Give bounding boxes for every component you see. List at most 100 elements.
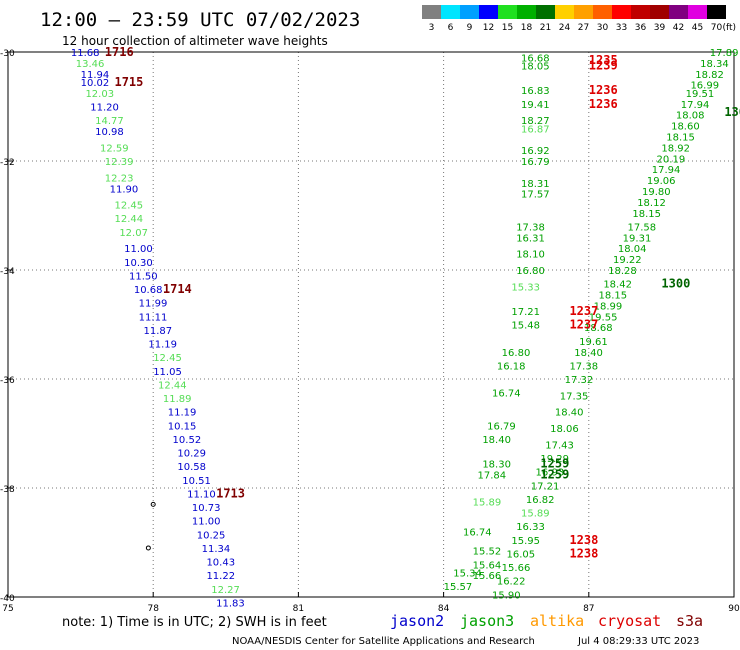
wave-height-label: 11.05 <box>153 367 182 378</box>
wave-height-label: 15.89 <box>473 498 502 509</box>
wave-height-label: 19.55 <box>589 312 618 323</box>
scale-label: 36 <box>635 23 647 33</box>
wave-height-label: 16.33 <box>516 522 545 533</box>
scale-swatch <box>498 5 517 19</box>
x-tick-label: 87 <box>583 604 594 614</box>
x-tick-label: 78 <box>147 604 159 614</box>
wave-height-label: 12.27 <box>211 585 240 596</box>
point-marker <box>145 545 151 551</box>
wave-height-label: 11.90 <box>110 184 139 195</box>
y-tick-label: -30 <box>0 49 15 59</box>
footnote: note: 1) Time is in UTC; 2) SWH is in fe… <box>62 615 327 630</box>
wave-height-label: 11.19 <box>168 408 197 419</box>
wave-height-label: 12.44 <box>158 380 187 391</box>
wave-height-label: 15.52 <box>473 547 502 558</box>
pass-time-label: 1239 <box>589 59 618 73</box>
scale-label: 21 <box>540 23 551 33</box>
y-tick-label: -34 <box>0 267 15 277</box>
satellite-altika: altika <box>530 612 584 630</box>
pass-time-label: 1259 <box>540 467 569 481</box>
wave-height-label: 11.20 <box>90 103 119 114</box>
wave-height-label: 12.44 <box>114 214 143 225</box>
wave-height-label: 17.32 <box>565 375 594 386</box>
scale-label: 27 <box>578 23 589 33</box>
wave-height-label: 18.06 <box>550 424 579 435</box>
wave-height-label: 14.77 <box>95 116 124 127</box>
wave-height-label: 16.87 <box>521 124 550 135</box>
wave-height-label: 10.15 <box>168 421 197 432</box>
wave-height-label: 10.58 <box>177 462 206 473</box>
wave-height-label: 12.45 <box>114 201 143 212</box>
scale-swatch <box>536 5 555 19</box>
wave-height-label: 18.31 <box>521 179 550 190</box>
scale-swatch <box>460 5 479 19</box>
pass-time-label: 1259 <box>540 456 569 470</box>
wave-height-label: 18.08 <box>676 111 705 122</box>
wave-height-label: 17.38 <box>569 361 598 372</box>
wave-height-label: 16.18 <box>497 361 526 372</box>
wave-height-label: 19.31 <box>623 233 652 244</box>
wave-height-label: 18.40 <box>555 408 584 419</box>
wave-height-label: 15.33 <box>511 282 540 293</box>
wave-height-label: 10.30 <box>124 258 153 269</box>
wave-height-label: 16.68 <box>521 53 550 64</box>
scale-swatch <box>688 5 707 19</box>
wave-height-label: 15.34 <box>453 568 482 579</box>
wave-height-label: 16.93 <box>536 468 565 479</box>
y-tick-label: -32 <box>0 158 15 168</box>
wave-height-label: 19.29 <box>540 454 569 465</box>
wave-height-label: 12.45 <box>153 353 182 364</box>
wave-height-label: 17.57 <box>521 190 550 201</box>
map-grid <box>8 52 734 597</box>
wave-height-label: 12.03 <box>85 89 114 100</box>
plot-frame <box>7 51 735 598</box>
wave-height-label: 18.04 <box>618 244 647 255</box>
wave-height-label: 16.82 <box>526 495 555 506</box>
scale-swatch <box>441 5 460 19</box>
wave-height-label: 19.41 <box>521 100 550 111</box>
satellite-cryosat: cryosat <box>598 612 661 630</box>
wave-height-label: 12.59 <box>100 143 129 154</box>
wave-height-label: 19.06 <box>647 176 676 187</box>
footer-credit: NOAA/NESDIS Center for Satellite Applica… <box>232 636 535 647</box>
wave-height-label: 11.89 <box>163 394 192 405</box>
wave-height-label: 18.15 <box>598 291 627 302</box>
wave-height-label: 15.95 <box>511 536 540 547</box>
wave-height-label: 12.07 <box>119 228 148 239</box>
wave-height-label: 18.15 <box>666 132 695 143</box>
pass-time-label: 1237 <box>569 318 598 332</box>
wave-height-label: 18.40 <box>482 435 511 446</box>
scale-swatch <box>517 5 536 19</box>
wave-height-label: 16.83 <box>521 86 550 97</box>
scale-label: 70 <box>711 23 723 33</box>
wave-height-label: 16.74 <box>492 389 521 400</box>
satellite-jason2: jason2 <box>390 612 444 630</box>
x-tick-label: 90 <box>728 604 740 614</box>
wave-height-label: 18.27 <box>521 116 550 127</box>
color-scale-legend: 3 6 9 12 15 18 21 24 27 30 33 36 39 42 45 70 (ft) <box>422 5 736 33</box>
scale-swatch <box>479 5 498 19</box>
scale-label: 15 <box>502 23 513 33</box>
wave-height-label: 16.74 <box>463 528 492 539</box>
wave-height-label: 16.05 <box>507 549 536 560</box>
wave-height-label: 18.10 <box>516 250 545 261</box>
wave-height-label: 10.52 <box>173 435 202 446</box>
wave-height-label: 11.83 <box>216 598 245 609</box>
wave-height-label: 18.12 <box>637 198 666 209</box>
wave-height-label: 19.61 <box>579 337 608 348</box>
satellite-legend: jason2 jason3 altika cryosat s3a <box>390 612 703 630</box>
scale-label: 3 <box>429 23 435 33</box>
pass-time-label: 1237 <box>569 304 598 318</box>
pass-time-label: 1238 <box>569 546 598 560</box>
y-tick-label: -40 <box>0 594 15 604</box>
scale-label: 9 <box>467 23 473 33</box>
pass-time-label: 1235 <box>589 53 618 67</box>
wave-height-label: 15.90 <box>492 590 521 601</box>
wave-height-label: 11.19 <box>148 340 177 351</box>
wave-height-label: 17.58 <box>628 222 657 233</box>
wave-height-label: 16.22 <box>497 577 526 588</box>
wave-height-label: 16.80 <box>502 348 531 359</box>
x-tick-label: 75 <box>2 604 13 614</box>
wave-height-label: 10.68 <box>134 285 163 296</box>
scale-swatch <box>650 5 669 19</box>
